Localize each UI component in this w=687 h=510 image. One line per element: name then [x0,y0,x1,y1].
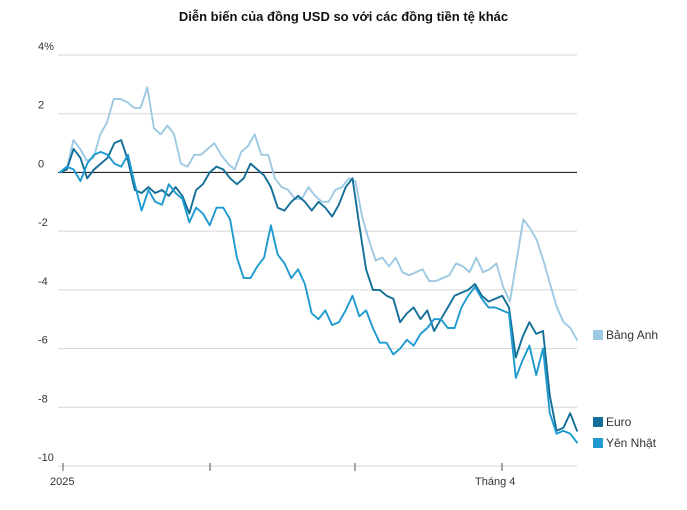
series-lines [59,86,578,444]
y-tick-label: 2 [38,100,44,112]
x-tick-label: 2025 [50,476,74,488]
y-tick-label: 0 [38,158,44,170]
y-tick-label: 4% [38,41,54,53]
legend-label: Bảng Anh [606,328,658,342]
legend-label: Yên Nhật [606,436,657,450]
y-tick-label: -10 [38,452,54,464]
legend-swatch [593,438,603,448]
y-tick-label: -8 [38,393,48,405]
x-axis: 2025 Tháng 4 [50,463,515,488]
y-tick-label: -4 [38,276,48,288]
series-line-1 [59,139,578,432]
y-tick-label: -2 [38,217,48,229]
legend-swatch [593,417,603,427]
grid [58,54,577,467]
x-tick-label: Tháng 4 [475,476,515,488]
y-axis: 4% 2 0 -2 -4 -6 -8 -10 [38,41,54,464]
y-tick-label: -6 [38,335,48,347]
series-line-0 [59,86,578,341]
series-line-2 [59,150,578,444]
legend: Bảng Anh Euro Yên Nhật [593,328,658,450]
legend-label: Euro [606,415,632,429]
legend-swatch [593,330,603,340]
chart-title: Diễn biến của đồng USD so với các đồng t… [178,9,509,24]
